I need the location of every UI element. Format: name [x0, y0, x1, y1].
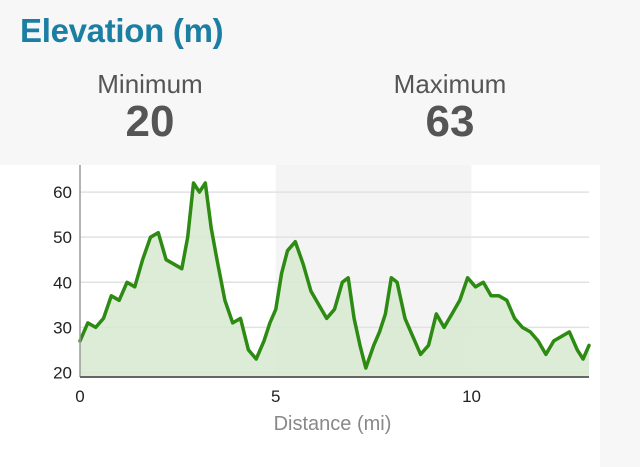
- y-tick-label-50: 50: [53, 228, 72, 247]
- maximum-value: 63: [425, 97, 475, 146]
- x-tick-label-5: 5: [271, 387, 280, 406]
- elevation-chart: 20 30 40 50 60 0 5 10 Distance (mi): [53, 165, 591, 435]
- x-tick-label-10: 10: [462, 387, 481, 406]
- y-tick-label-60: 60: [53, 183, 72, 202]
- minimum-value: 20: [125, 97, 175, 146]
- elevation-line: [78, 181, 591, 370]
- x-tick-label-0: 0: [75, 387, 84, 406]
- y-tick-label-40: 40: [53, 273, 72, 292]
- elevation-chart-card: 20 30 40 50 60 0 5 10 Distance (mi): [0, 165, 600, 467]
- maximum-stat: Maximum 63: [350, 70, 550, 144]
- y-tick-label-30: 30: [53, 318, 72, 337]
- elevation-area: [80, 183, 589, 377]
- minimum-stat: Minimum 20: [50, 70, 250, 144]
- minimum-label: Minimum: [97, 69, 203, 99]
- y-tick-label-20: 20: [53, 363, 72, 382]
- x-axis-title: Distance (mi): [274, 413, 392, 435]
- chart-title: Elevation (m): [20, 12, 224, 49]
- maximum-label: Maximum: [393, 69, 507, 99]
